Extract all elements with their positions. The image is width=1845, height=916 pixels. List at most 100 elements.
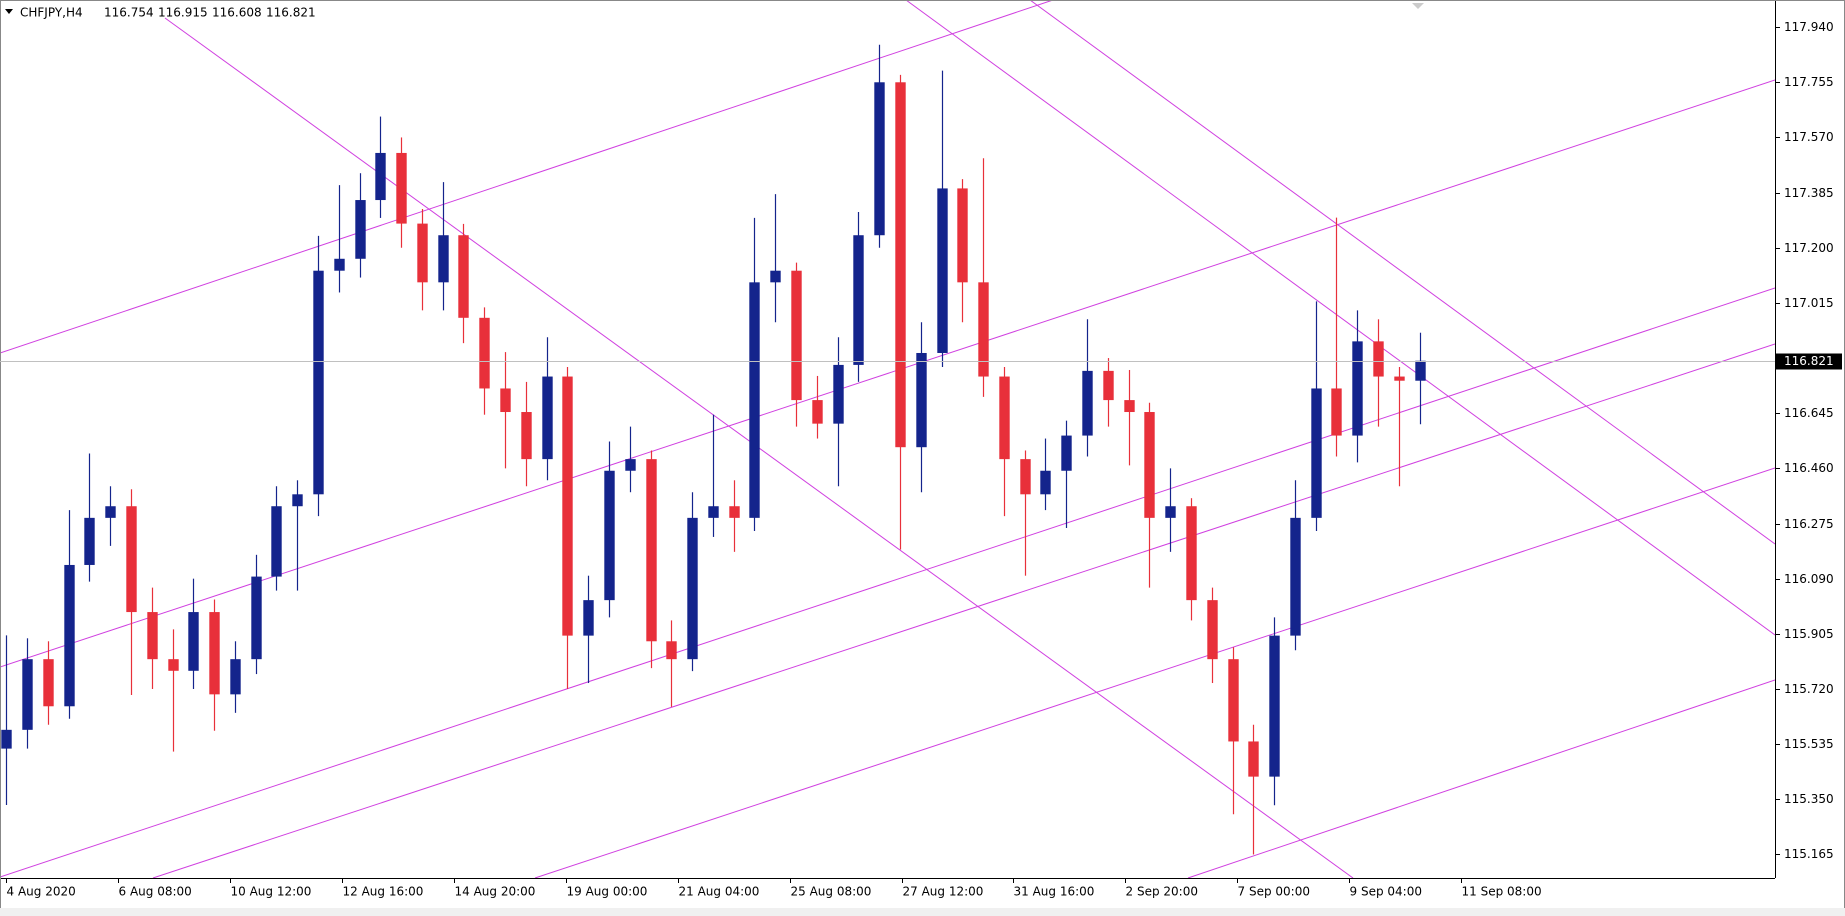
header-low: 116.608 bbox=[212, 6, 262, 20]
candle-body bbox=[853, 235, 864, 365]
x-tick-label: 4 Aug 2020 bbox=[7, 885, 76, 899]
y-tick-label: 115.350 bbox=[1784, 792, 1834, 806]
y-tick-label: 117.385 bbox=[1784, 186, 1834, 200]
shift-marker bbox=[1412, 3, 1424, 9]
candle-body bbox=[126, 506, 137, 613]
x-tick-label: 27 Aug 12:00 bbox=[903, 885, 984, 899]
candle-body bbox=[791, 270, 802, 401]
candle-body bbox=[313, 270, 324, 495]
candle-body bbox=[1103, 370, 1114, 401]
y-tick-label: 117.200 bbox=[1784, 241, 1834, 255]
x-tick-label: 25 Aug 08:00 bbox=[791, 885, 872, 899]
symbol: CHFJPY,H4 bbox=[20, 6, 83, 20]
candle-body bbox=[209, 612, 220, 695]
scroll-strip bbox=[0, 908, 1845, 916]
y-tick-label: 116.460 bbox=[1784, 461, 1834, 475]
x-tick-label: 31 Aug 16:00 bbox=[1014, 885, 1095, 899]
candle-body bbox=[1082, 370, 1093, 436]
candle-body bbox=[1186, 506, 1197, 601]
trendline bbox=[1029, 0, 1775, 545]
candle-body bbox=[812, 400, 823, 424]
candle-body bbox=[1373, 341, 1384, 377]
y-tick-label: 116.275 bbox=[1784, 517, 1834, 531]
candle-body bbox=[188, 612, 199, 671]
candle-body bbox=[500, 388, 511, 413]
trendline bbox=[152, 343, 1775, 878]
candle-body bbox=[1415, 360, 1426, 381]
candle-body bbox=[1061, 435, 1072, 471]
candle-body bbox=[1, 729, 12, 749]
y-tick-label: 117.755 bbox=[1784, 75, 1834, 89]
candle-body bbox=[1207, 600, 1218, 660]
candle-body bbox=[396, 152, 407, 224]
candle-body bbox=[604, 470, 615, 601]
trendline bbox=[0, 0, 1054, 354]
candle-body bbox=[147, 612, 158, 660]
x-tick-label: 10 Aug 12:00 bbox=[231, 885, 312, 899]
candle-body bbox=[1394, 376, 1405, 381]
candle-body bbox=[438, 235, 449, 283]
candle-body bbox=[271, 506, 282, 577]
x-tick-label: 11 Sep 08:00 bbox=[1462, 885, 1542, 899]
candle-body bbox=[833, 364, 844, 424]
candle-body bbox=[375, 152, 386, 201]
x-tick-label: 9 Sep 04:00 bbox=[1350, 885, 1422, 899]
candle-body bbox=[895, 82, 906, 448]
trendlines bbox=[0, 0, 1775, 878]
candle-body bbox=[583, 600, 594, 636]
candle-body bbox=[937, 188, 948, 353]
candle-body bbox=[521, 412, 532, 460]
candle-body bbox=[916, 352, 927, 448]
x-tick-label: 21 Aug 04:00 bbox=[679, 885, 760, 899]
menu-arrow bbox=[5, 9, 13, 14]
y-tick-label: 117.570 bbox=[1784, 130, 1834, 144]
y-tick-label: 115.720 bbox=[1784, 682, 1834, 696]
candle-body bbox=[22, 659, 33, 730]
candle-body bbox=[105, 506, 116, 518]
x-tick-label: 14 Aug 20:00 bbox=[455, 885, 536, 899]
price-label: 116.821 bbox=[1784, 354, 1834, 368]
x-tick-label: 6 Aug 08:00 bbox=[119, 885, 192, 899]
price-label-bg bbox=[1776, 353, 1842, 370]
candle-body bbox=[978, 282, 989, 377]
candle-body bbox=[1040, 470, 1051, 495]
x-tick-label: 12 Aug 16:00 bbox=[343, 885, 424, 899]
candle-body bbox=[355, 200, 366, 259]
candle-body bbox=[1331, 388, 1342, 436]
candle-body bbox=[957, 188, 968, 283]
candle-body bbox=[479, 317, 490, 389]
candle-body bbox=[251, 576, 262, 660]
candle-body bbox=[230, 659, 241, 695]
header-open: 116.754 bbox=[104, 6, 154, 20]
candle-body bbox=[874, 82, 885, 236]
candle-body bbox=[1165, 506, 1176, 518]
y-tick-label: 115.905 bbox=[1784, 627, 1834, 641]
candle-body bbox=[417, 223, 428, 283]
header-high: 116.915 bbox=[158, 6, 208, 20]
y-tick-label: 116.090 bbox=[1784, 572, 1834, 586]
candle-body bbox=[999, 376, 1010, 460]
candle-body bbox=[687, 517, 698, 660]
candle-body bbox=[1248, 741, 1259, 777]
y-tick-label: 115.165 bbox=[1784, 847, 1834, 861]
y-tick-label: 115.535 bbox=[1784, 737, 1834, 751]
y-tick-label: 117.940 bbox=[1784, 20, 1834, 34]
candle-body bbox=[562, 376, 573, 636]
trendline bbox=[534, 467, 1775, 878]
candle-body bbox=[1124, 400, 1135, 413]
candle-body bbox=[1269, 635, 1280, 777]
candle-body bbox=[646, 459, 657, 642]
trendline bbox=[0, 79, 1775, 668]
candle-body bbox=[84, 517, 95, 565]
candle-body bbox=[1020, 459, 1031, 495]
candle-body bbox=[1144, 412, 1155, 518]
candle-body bbox=[334, 258, 345, 271]
candle-body bbox=[64, 564, 75, 707]
y-tick-label: 117.015 bbox=[1784, 296, 1834, 310]
y-tick-label: 116.645 bbox=[1784, 406, 1834, 420]
candle-body bbox=[749, 282, 760, 518]
header-close: 116.821 bbox=[266, 6, 316, 20]
candle-body bbox=[292, 494, 303, 507]
